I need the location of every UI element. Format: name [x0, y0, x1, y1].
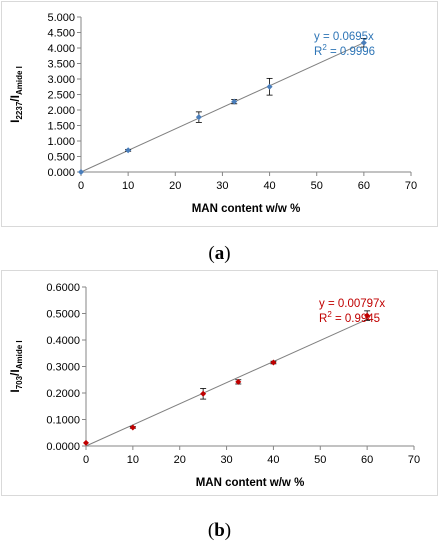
y-axis-title-main: I: [8, 389, 22, 392]
data-point: [83, 439, 89, 446]
data-point: [235, 378, 242, 385]
data-point: [266, 83, 273, 90]
y-tick-label: 1.500: [47, 121, 75, 133]
x-tick-label: 0: [83, 454, 89, 466]
data-point: [231, 98, 238, 105]
y-axis-title-subscript: Amide I: [15, 66, 24, 95]
caption-letter: b: [214, 520, 225, 541]
y-tick-label: 5.000: [47, 12, 75, 24]
chart-panel-a: 0.000 0.500 1.000 1.500 2.000 2.500 3.000 3.500…: [1, 1, 438, 227]
y-tick-label: 0.6000: [46, 282, 80, 294]
r-squared-value: = 0.9996: [327, 46, 375, 58]
y-tick-label: 0.2000: [46, 388, 80, 400]
x-tick-label: 20: [169, 180, 181, 192]
chart-panel-b: 0.0000 0.1000 0.2000 0.3000 0.4000 0.5000 0.60…: [1, 270, 438, 496]
y-tick-label: 2.000: [47, 105, 75, 117]
y-tick-label: 0.1000: [46, 415, 80, 427]
y-axis-title-main: I: [8, 120, 22, 123]
data-point: [364, 312, 371, 319]
data-point: [78, 169, 84, 175]
y-axis-title-separator: /I: [8, 95, 22, 102]
x-tick-label: 50: [314, 454, 326, 466]
figure-caption-a: (a): [0, 243, 439, 265]
y-tick-label: 4.000: [47, 43, 75, 55]
y-tick-label: 0.4000: [46, 335, 80, 347]
x-tick-label: 20: [174, 454, 186, 466]
y-tick-label: 0.500: [47, 152, 75, 164]
data-point: [200, 390, 207, 397]
r-squared-letter: R: [314, 46, 322, 58]
data-point: [195, 114, 202, 121]
x-tick-label: 40: [263, 180, 275, 192]
x-tick-label: 30: [216, 180, 228, 192]
y-axis-title-subscript: 703: [15, 375, 24, 389]
trendline-equation: y = 0.0695x: [314, 31, 374, 43]
data-point: [125, 147, 132, 154]
caption-open-paren: (: [207, 520, 215, 541]
x-axis-title: MAN content w/w %: [196, 477, 305, 489]
y-tick-label: 0.5000: [46, 309, 80, 321]
x-tick-label: 40: [267, 454, 279, 466]
y-tick-label: 2.500: [47, 90, 75, 102]
x-tick-label: 0: [78, 180, 84, 192]
x-tick-label: 10: [122, 180, 134, 192]
y-axis-title-subscript: Amide I: [15, 340, 24, 369]
chart-frame: [1, 1, 438, 227]
y-tick-label: 3.000: [47, 74, 75, 86]
figure-caption-b: (b): [0, 520, 439, 542]
r-squared-exponent: 2: [322, 43, 327, 52]
y-axis-title-subscript: 2237: [15, 101, 24, 119]
x-axis-title: MAN content w/w %: [192, 203, 301, 215]
y-tick-label: 3.500: [47, 59, 75, 71]
x-tick-label: 60: [361, 454, 373, 466]
r-squared-value: = 0.9945: [332, 313, 380, 325]
y-axis-title: I703/IAmide I: [8, 340, 24, 392]
y-tick-label: 0.3000: [46, 362, 80, 374]
y-axis-title: I2237/IAmide I: [8, 66, 24, 123]
chart-frame: [1, 270, 438, 496]
trendline-equation: y = 0.00797x: [319, 298, 385, 310]
x-tick-label: 30: [220, 454, 232, 466]
r-squared-letter: R: [319, 313, 327, 325]
data-point: [360, 39, 367, 46]
caption-close-paren: ): [224, 243, 231, 264]
y-tick-label: 0.000: [47, 167, 75, 179]
caption-letter: a: [214, 243, 225, 264]
trendline-r-squared: R2 = 0.9996: [314, 43, 375, 58]
data-point: [129, 424, 136, 431]
caption-close-paren: ): [224, 520, 232, 541]
y-tick-label: 0.0000: [46, 441, 80, 453]
trendline-r-squared: R2 = 0.9945: [319, 310, 380, 325]
y-axis-title-separator: /I: [8, 369, 22, 376]
x-tick-label: 10: [127, 454, 139, 466]
chart-a: 0.000 0.500 1.000 1.500 2.000 2.500 3.000 3.500…: [8, 12, 417, 215]
r-squared-exponent: 2: [327, 310, 332, 319]
y-tick-label: 4.500: [47, 28, 75, 40]
data-point: [270, 359, 277, 366]
chart-b: 0.0000 0.1000 0.2000 0.3000 0.4000 0.5000 0.60…: [8, 282, 420, 489]
x-tick-label: 50: [311, 180, 323, 192]
caption-open-paren: (: [208, 243, 215, 264]
x-tick-label: 60: [358, 180, 370, 192]
y-tick-label: 1.000: [47, 136, 75, 148]
x-tick-label: 70: [408, 454, 420, 466]
x-tick-label: 70: [405, 180, 417, 192]
